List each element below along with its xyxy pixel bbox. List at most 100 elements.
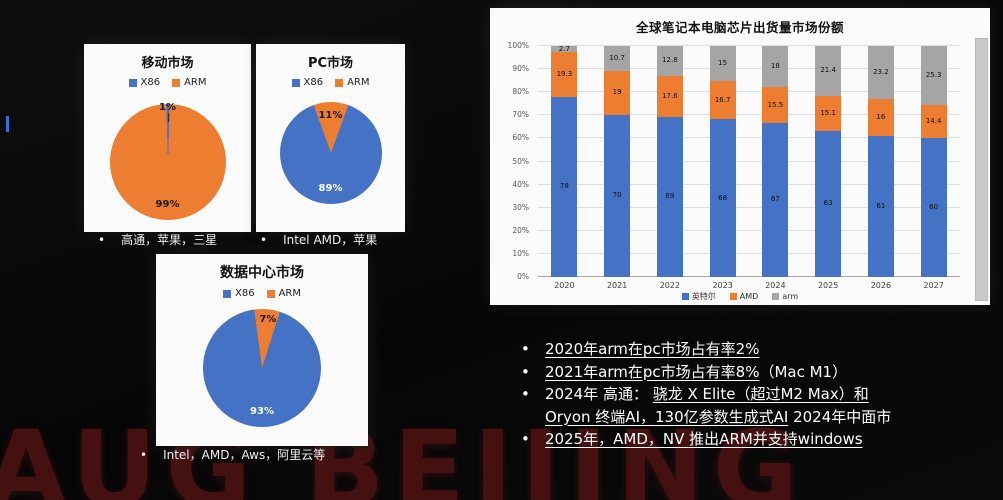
y-axis-tick: 90% [512, 64, 529, 74]
legend-swatch [128, 78, 137, 87]
legend-swatch [772, 293, 780, 300]
x-axis-tick: 2027 [923, 281, 944, 290]
legend-item-x86: X86 [291, 77, 324, 88]
datacenter-pie-chart [203, 309, 321, 427]
mobile-caption-text: 高通，苹果，三星 [121, 233, 218, 247]
bar-data-label: 18 [770, 62, 780, 71]
bar-data-label: 63 [823, 199, 833, 208]
bar-legend-item-英特尔: 英特尔 [681, 291, 716, 302]
note-text: 2024年 高通： 骁龙 X Elite（超过M2 Max）和 [545, 383, 869, 406]
gridline [538, 137, 960, 139]
stacked-bar: 21.4 15.1 63 [815, 46, 842, 277]
legend-item-arm: ARM [266, 288, 301, 299]
gridline [538, 91, 960, 93]
x-axis: 2020 2021 2022 2023 2024 2025 2026 2027 [538, 281, 960, 290]
legend-label: AMD [739, 292, 759, 301]
bar-segment-arm: 21.4 [815, 46, 842, 96]
pc-pie-legend: X86 ARM [256, 77, 405, 88]
bar-column-2022: 12.8 17.6 69 [644, 46, 697, 277]
watermark-text: AUG BEIJING [0, 408, 808, 500]
bar-segment-AMD: 17.6 [656, 75, 683, 117]
y-axis: 0% 10% 20% 30% 40% 50% 60% 70% 80% 90% 100% [496, 41, 534, 281]
legend-swatch [681, 293, 689, 300]
note-text-segment: 2024年 高通： [545, 385, 653, 403]
bar-data-label: 68 [718, 193, 728, 202]
legend-swatch [266, 289, 275, 298]
legend-label: ARM [347, 77, 370, 88]
bar-segment-arm: 18 [762, 46, 789, 88]
note-text: 2020年arm在pc市场占有率2% [545, 338, 759, 361]
note-line: • 2020年arm在pc市场占有率2% [521, 338, 999, 361]
y-axis-tick: 60% [512, 133, 529, 143]
y-axis-tick: 0% [517, 272, 529, 281]
stacked-bar: 15 16.7 68 [709, 46, 736, 277]
bar-chart-legend: 英特尔 AMD arm [490, 291, 990, 302]
mobile-caption: • 高通，苹果，三星 [98, 231, 217, 248]
bar-column-2020: 2.7 19.3 78 [538, 45, 591, 277]
legend-label: X86 [303, 77, 324, 88]
bar-segment-英特尔: 61 [867, 136, 894, 277]
datacenter-pie-label-x86: 93% [250, 406, 274, 417]
cursor-artifact [6, 116, 9, 132]
bullet-glyph: • [521, 340, 530, 358]
y-axis-tick: 50% [512, 156, 529, 166]
bar-column-2026: 23.2 16 61 [855, 46, 908, 277]
y-axis-tick: 30% [512, 202, 529, 212]
x-axis-tick: 2024 [765, 281, 786, 290]
note-line: • 2025年，AMD，NV 推出ARM并支持windows [521, 428, 999, 451]
gridline [538, 229, 960, 231]
bar-data-label: 15 [718, 58, 728, 67]
bar-data-label: 12.8 [662, 56, 678, 65]
bar-segment-英特尔: 63 [815, 130, 842, 277]
legend-label: X86 [140, 77, 161, 88]
legend-item-x86: X86 [128, 77, 161, 88]
datacenter-caption-text: Intel，AMD，Aws，阿里云等 [163, 448, 326, 462]
stacked-bar: 18 15.5 67 [762, 46, 789, 277]
pc-market-card: PC市场 X86 ARM 11% 89% [256, 44, 405, 232]
datacenter-pie-label-arm: 7% [259, 314, 277, 325]
mobile-pie-label-arm: 99% [155, 199, 180, 210]
bar-data-label: 61 [876, 202, 886, 211]
bar-segment-英特尔: 78 [551, 96, 578, 277]
pc-pie-label-x86: 89% [318, 183, 343, 194]
mobile-pie-legend: X86 ARM [84, 77, 251, 88]
bar-data-label: 60 [929, 202, 939, 211]
legend-label: ARM [184, 77, 207, 88]
note-line: Oryon 终端AI，130亿参数生成式AI 2024年中面市 [521, 406, 999, 429]
bullet-glyph: • [521, 362, 530, 381]
pc-pie-label-arm: 11% [318, 110, 343, 121]
mobile-card-title: 移动市场 [141, 56, 194, 71]
bar-column-2021: 10.7 19 70 [591, 46, 644, 277]
legend-item-x86: X86 [223, 288, 255, 299]
legend-label: ARM [278, 288, 301, 299]
x-axis-tick: 2020 [554, 281, 575, 290]
y-axis-tick: 100% [507, 41, 529, 50]
bar-chart-plot: 0% 10% 20% 30% 40% 50% 60% 70% 80% 90% 100% 2.7 19.… [508, 41, 960, 290]
note-text: 2025年，AMD，NV 推出ARM并支持windows [545, 428, 863, 451]
note-text-segment: 2024年中面市 [788, 407, 892, 426]
bar-segment-AMD: 15.5 [762, 87, 789, 123]
mobile-pie-chart [109, 104, 226, 220]
y-axis-tick: 70% [512, 110, 529, 120]
bar-segment-AMD: 16.7 [709, 80, 736, 120]
x-axis-tick: 2023 [712, 281, 733, 290]
bar-segment-AMD: 15.1 [815, 95, 842, 131]
bar-segment-AMD: 14.4 [920, 104, 947, 138]
bar-column-2027: 25.3 14.4 60 [907, 46, 960, 277]
stacked-bar: 12.8 17.6 69 [656, 46, 683, 277]
gridline [538, 160, 960, 162]
bar-data-label: 19 [612, 88, 622, 97]
bar-data-label: 21.4 [820, 66, 836, 75]
bar-segment-arm: 15 [709, 46, 736, 81]
x-axis-tick: 2025 [817, 281, 839, 290]
stacked-bar: 25.3 14.4 60 [920, 46, 947, 277]
stacked-bar: 10.7 19 70 [604, 46, 631, 277]
bar-legend-item-AMD: AMD [729, 291, 759, 302]
scrollbar[interactable] [975, 38, 988, 301]
pc-pie-wrap: 11% 89% [279, 102, 382, 204]
bar-segment-arm: 23.2 [867, 46, 894, 100]
stacked-bar: 23.2 16 61 [867, 46, 894, 277]
bar-segment-英特尔: 70 [604, 114, 631, 277]
bar-segment-arm: 25.3 [920, 46, 947, 105]
